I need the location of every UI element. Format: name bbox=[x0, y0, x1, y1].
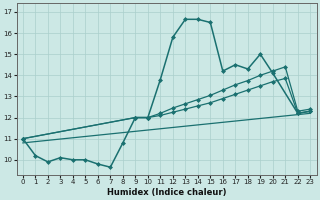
X-axis label: Humidex (Indice chaleur): Humidex (Indice chaleur) bbox=[107, 188, 226, 197]
